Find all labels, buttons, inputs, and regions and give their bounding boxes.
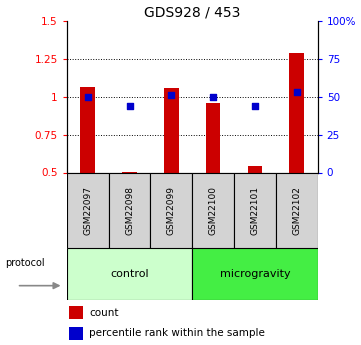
Text: GSM22098: GSM22098 xyxy=(125,186,134,235)
Text: GSM22102: GSM22102 xyxy=(292,186,301,235)
Text: microgravity: microgravity xyxy=(219,269,290,279)
Bar xyxy=(69,327,83,339)
Text: count: count xyxy=(90,308,119,318)
Bar xyxy=(206,104,221,172)
Bar xyxy=(67,172,109,248)
Text: percentile rank within the sample: percentile rank within the sample xyxy=(90,328,265,338)
Bar xyxy=(234,172,276,248)
Point xyxy=(210,94,216,99)
Text: protocol: protocol xyxy=(5,258,45,268)
Point xyxy=(252,103,258,108)
Title: GDS928 / 453: GDS928 / 453 xyxy=(144,6,240,20)
Bar xyxy=(192,248,318,300)
Text: GSM22099: GSM22099 xyxy=(167,186,176,235)
Text: GSM22100: GSM22100 xyxy=(209,186,218,235)
Bar xyxy=(151,172,192,248)
Text: GSM22097: GSM22097 xyxy=(83,186,92,235)
Point xyxy=(85,94,91,99)
Bar xyxy=(276,172,318,248)
Text: GSM22101: GSM22101 xyxy=(251,186,260,235)
Bar xyxy=(67,248,192,300)
Bar xyxy=(290,53,304,172)
Point xyxy=(294,89,300,95)
Text: control: control xyxy=(110,269,149,279)
Bar xyxy=(81,87,95,172)
Point xyxy=(127,103,132,108)
Bar xyxy=(192,172,234,248)
Bar xyxy=(69,306,83,319)
Point xyxy=(169,92,174,98)
Bar xyxy=(248,166,262,172)
Bar xyxy=(109,172,151,248)
Bar xyxy=(164,88,179,172)
